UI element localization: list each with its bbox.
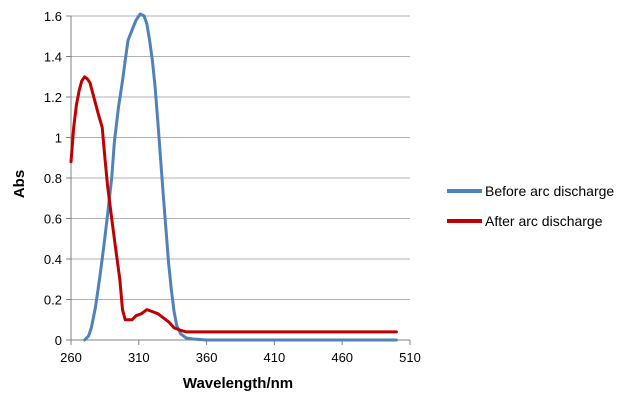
y-tick-label: 0 xyxy=(55,333,62,348)
x-axis-title: Wavelength/nm xyxy=(183,375,293,392)
x-tick-label: 260 xyxy=(60,350,82,365)
y-axis-title: Abs xyxy=(11,170,28,198)
axes xyxy=(66,15,411,345)
y-tick-label: 1 xyxy=(55,131,62,146)
series-line-after xyxy=(69,75,398,334)
legend-label-after: After arc discharge xyxy=(485,213,603,229)
y-tick-label: 0.6 xyxy=(44,212,62,227)
y-tick-label: 0.4 xyxy=(44,252,62,267)
series-line-before xyxy=(83,12,398,342)
x-tick-label: 360 xyxy=(196,350,218,365)
legend: Before arc discharge After arc discharge xyxy=(447,183,614,229)
tick-labels: 0 0.2 0.4 0.6 0.8 1 1.2 1.4 1.6 260 310 360 410 460 51… xyxy=(44,9,421,365)
x-tick-label: 510 xyxy=(399,350,421,365)
y-tick-label: 1.2 xyxy=(44,90,62,105)
legend-label-before: Before arc discharge xyxy=(485,183,614,199)
x-tick-label: 410 xyxy=(264,350,286,365)
series-lines xyxy=(69,12,398,342)
y-tick-label: 0.8 xyxy=(44,171,62,186)
y-tick-label: 1.6 xyxy=(44,9,62,24)
y-tick-label: 0.2 xyxy=(44,293,62,308)
grid-lines xyxy=(71,15,410,300)
x-tick-label: 460 xyxy=(331,350,353,365)
y-tick-label: 1.4 xyxy=(44,50,62,65)
x-tick-label: 310 xyxy=(128,350,150,365)
